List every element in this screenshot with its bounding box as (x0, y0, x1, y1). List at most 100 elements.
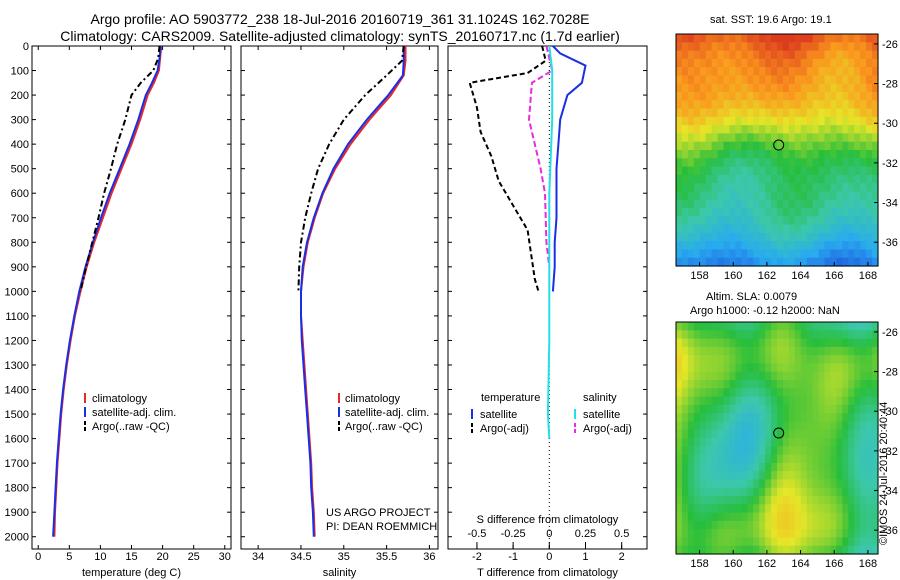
sla-map-cell (818, 380, 826, 389)
sla-map-cell (753, 330, 760, 340)
sla-map-cell (824, 471, 832, 481)
sla-map-cell (681, 545, 689, 555)
sla-map-cell (830, 462, 838, 472)
sst-map-cell (842, 174, 849, 184)
sst-map-cell (705, 224, 713, 234)
sst-map-cell (735, 191, 742, 201)
sla-map-cell (830, 479, 838, 489)
sst-map-cell (806, 224, 814, 234)
sst-map-cell (777, 67, 784, 77)
sst-map-cell (705, 166, 713, 176)
sla-map-cell (765, 446, 772, 456)
sla-map-cell (759, 479, 766, 489)
sla-map-cell (771, 371, 778, 381)
sla-map-cell (687, 520, 695, 530)
sst-map-cell (723, 116, 731, 126)
sla-map-cell (824, 404, 832, 414)
sla-map-cell (830, 322, 838, 331)
sst-map-cell (699, 249, 707, 259)
sst-map-cell (806, 75, 814, 85)
sst-map-cell (836, 50, 843, 60)
sla-map-cell (735, 404, 742, 414)
salinity-x-tick-label-1: 34.5 (290, 551, 311, 563)
sla-map-cell (735, 471, 742, 481)
sst-map-cell (872, 183, 879, 193)
sst-map-cell (842, 42, 849, 52)
sla-map-cell (848, 454, 855, 464)
sst-map-cell (759, 150, 766, 159)
sst-map-cell (836, 125, 843, 135)
sla-map-cell (830, 388, 838, 398)
sst-map-cell (848, 100, 855, 110)
sla-map-cell (830, 520, 838, 530)
sst-map-cell (676, 199, 683, 209)
sla-map-cell (705, 363, 713, 373)
sla-map-cell (848, 504, 855, 514)
sla-map-cell (747, 371, 754, 381)
sst-map-cell (687, 125, 695, 135)
sla-map-cell (687, 479, 695, 489)
sst-map-cell (836, 58, 843, 68)
sla-map-cell (687, 429, 695, 439)
sst-map-cell (830, 83, 838, 93)
sst-map-cell (818, 150, 826, 159)
sst-map-cell (717, 166, 725, 176)
sla-map-cell (854, 371, 861, 381)
sla-map-cell (693, 545, 701, 555)
sla-map-cell (842, 322, 849, 331)
sst-map-cell (693, 100, 701, 110)
sst-map-cell (800, 158, 808, 168)
sst-map-cell (705, 216, 713, 226)
sst-map-cell (753, 108, 760, 118)
sla-map-cell (777, 396, 784, 406)
sla-map-cell (747, 380, 754, 389)
sst-lat-label-4: -34 (882, 198, 898, 210)
sla-map-cell (705, 545, 713, 555)
sst-map-cell (759, 158, 766, 168)
sst-map-cell (812, 158, 820, 168)
sla-map-cell (747, 504, 754, 514)
sst-map-cell (747, 141, 754, 151)
sla-map-cell (676, 479, 683, 489)
sst-map-cell (741, 92, 748, 101)
sst-lat-label-2: -30 (882, 118, 898, 130)
sst-map-cell (717, 183, 725, 193)
sla-map-cell (717, 504, 725, 514)
sst-map-cell (854, 191, 861, 201)
sla-map-cell (824, 338, 832, 348)
sst-map-cell (818, 249, 826, 259)
sla-lon-label-0: 158 (690, 558, 708, 570)
sla-map-cell (842, 388, 849, 398)
sla-map-cell (747, 545, 754, 555)
sst-map-cell (788, 216, 796, 226)
sst-map-cell (759, 208, 766, 217)
sla-map-cell (771, 529, 778, 539)
sla-map-cell (687, 346, 695, 356)
sla-map-cell (771, 545, 778, 555)
sst-map-cell (705, 116, 713, 126)
sla-map-cell (693, 471, 701, 481)
sst-map-cell (699, 208, 707, 217)
sla-map-cell (735, 330, 742, 340)
sst-map-cell (872, 249, 879, 259)
sst-map-cell (836, 183, 843, 193)
sst-map-cell (771, 141, 778, 151)
sla-map-cell (699, 338, 707, 348)
sla-map-cell (699, 404, 707, 414)
sst-map-cell (794, 249, 802, 259)
sla-map-cell (699, 346, 707, 356)
sla-map-cell (812, 520, 820, 530)
sla-map-cell (854, 429, 861, 439)
sla-map-cell (806, 438, 814, 447)
sla-map-cell (812, 363, 820, 373)
sst-map-cell (836, 34, 843, 43)
sst-map-cell (676, 224, 683, 234)
sla-map-cell (676, 446, 683, 456)
sla-map-cell (711, 429, 719, 439)
sla-map-cell (848, 371, 855, 381)
sst-map-cell (866, 241, 873, 251)
sst-map-cell (729, 224, 737, 234)
sst-map-cell (854, 141, 861, 151)
sla-map-cell (699, 388, 707, 398)
sst-map-cell (830, 166, 838, 176)
